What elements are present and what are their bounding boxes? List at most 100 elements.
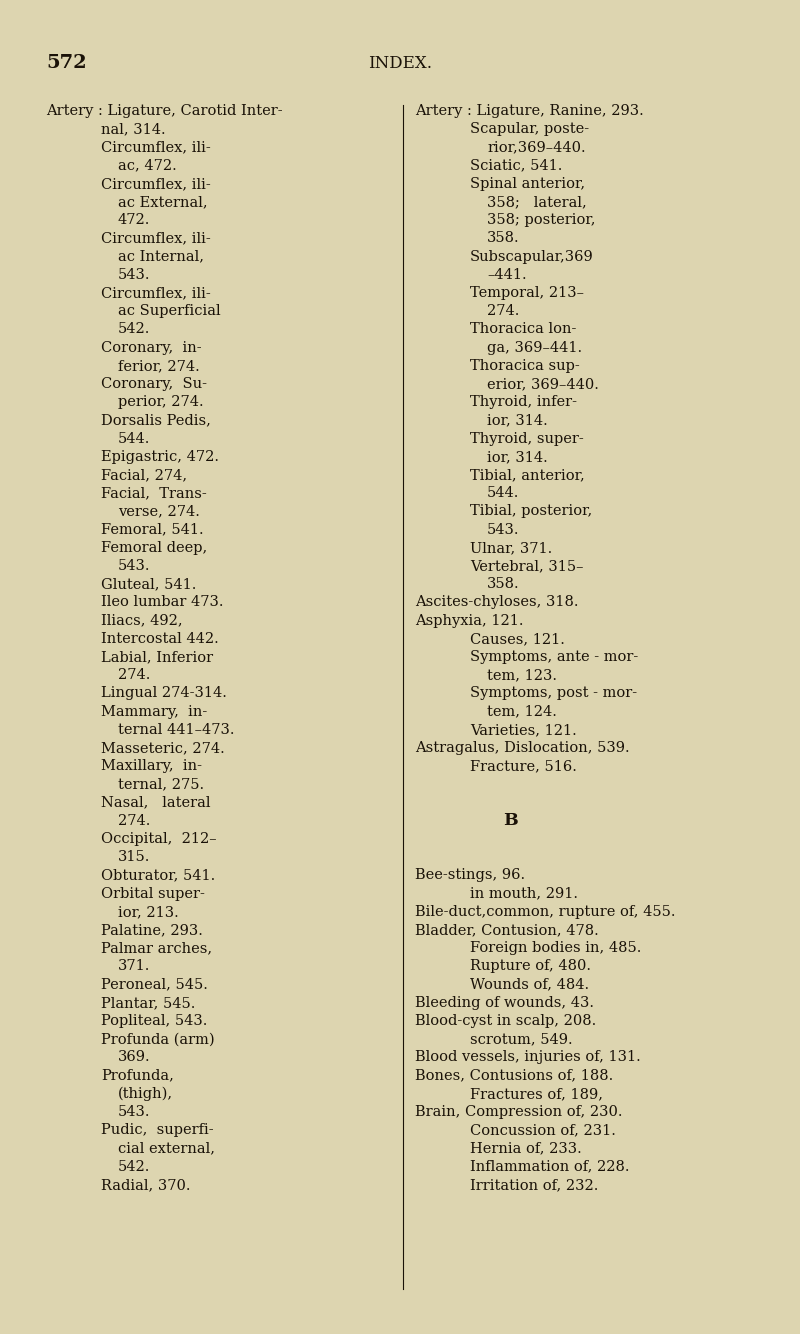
Text: ior, 314.: ior, 314. [487, 414, 548, 427]
Text: 543.: 543. [118, 268, 150, 281]
Text: 542.: 542. [118, 323, 150, 336]
Text: 274.: 274. [487, 304, 519, 319]
Text: Lingual 274-314.: Lingual 274-314. [101, 687, 227, 700]
Text: 543.: 543. [118, 559, 150, 574]
Text: 572: 572 [46, 53, 86, 72]
Text: 274.: 274. [118, 668, 150, 682]
Text: Labial, Inferior: Labial, Inferior [101, 650, 213, 664]
Text: Orbital super-: Orbital super- [101, 887, 205, 900]
Text: Bile-duct,common, rupture of, 455.: Bile-duct,common, rupture of, 455. [415, 904, 675, 919]
Text: Spinal anterior,: Spinal anterior, [470, 177, 585, 191]
Text: ferior, 274.: ferior, 274. [118, 359, 200, 372]
Text: Temporal, 213–: Temporal, 213– [470, 285, 584, 300]
Text: tem, 123.: tem, 123. [487, 668, 557, 682]
Text: Circumflex, ili-: Circumflex, ili- [101, 285, 210, 300]
Text: ac External,: ac External, [118, 195, 208, 209]
Text: Maxillary,  in-: Maxillary, in- [101, 759, 202, 774]
Text: ternal, 275.: ternal, 275. [118, 778, 204, 791]
Text: 358.: 358. [487, 231, 520, 245]
Text: nal, 314.: nal, 314. [101, 123, 166, 136]
Text: ior, 213.: ior, 213. [118, 904, 178, 919]
Text: rior,369–440.: rior,369–440. [487, 140, 586, 155]
Text: Fracture, 516.: Fracture, 516. [470, 759, 577, 774]
Text: B: B [502, 812, 518, 828]
Text: Popliteal, 543.: Popliteal, 543. [101, 1014, 207, 1029]
Text: Tibial, anterior,: Tibial, anterior, [470, 468, 585, 482]
Text: Radial, 370.: Radial, 370. [101, 1178, 190, 1191]
Text: erior, 369–440.: erior, 369–440. [487, 378, 599, 391]
Text: 371.: 371. [118, 959, 150, 974]
Text: ior, 314.: ior, 314. [487, 450, 548, 464]
Text: Wounds of, 484.: Wounds of, 484. [470, 978, 589, 991]
Text: cial external,: cial external, [118, 1142, 215, 1155]
Text: Epigastric, 472.: Epigastric, 472. [101, 450, 219, 464]
Text: 472.: 472. [118, 213, 150, 227]
Text: 542.: 542. [118, 1159, 150, 1174]
Text: Femoral, 541.: Femoral, 541. [101, 523, 204, 536]
Text: Tibial, posterior,: Tibial, posterior, [470, 504, 592, 519]
Text: Peroneal, 545.: Peroneal, 545. [101, 978, 208, 991]
Text: Facial, 274,: Facial, 274, [101, 468, 187, 482]
Text: ga, 369–441.: ga, 369–441. [487, 340, 582, 355]
Text: Mammary,  in-: Mammary, in- [101, 704, 207, 719]
Text: INDEX.: INDEX. [368, 55, 432, 72]
Text: Vertebral, 315–: Vertebral, 315– [470, 559, 583, 574]
Text: 274.: 274. [118, 814, 150, 828]
Text: 315.: 315. [118, 850, 150, 864]
Text: tem, 124.: tem, 124. [487, 704, 557, 719]
Text: Circumflex, ili-: Circumflex, ili- [101, 177, 210, 191]
Text: Circumflex, ili-: Circumflex, ili- [101, 140, 210, 155]
Text: Bleeding of wounds, 43.: Bleeding of wounds, 43. [415, 995, 594, 1010]
Text: Irritation of, 232.: Irritation of, 232. [470, 1178, 598, 1191]
Text: Thyroid, infer-: Thyroid, infer- [470, 395, 577, 410]
Text: Nasal,   lateral: Nasal, lateral [101, 795, 210, 810]
Text: –441.: –441. [487, 268, 526, 281]
Text: Profunda,: Profunda, [101, 1069, 174, 1083]
Text: Asphyxia, 121.: Asphyxia, 121. [415, 614, 523, 627]
Text: Thoracica sup-: Thoracica sup- [470, 359, 580, 372]
Text: Gluteal, 541.: Gluteal, 541. [101, 578, 196, 591]
Text: Foreign bodies in, 485.: Foreign bodies in, 485. [470, 942, 642, 955]
Text: Pudic,  superfi-: Pudic, superfi- [101, 1123, 214, 1137]
Text: Artery : Ligature, Carotid Inter-: Artery : Ligature, Carotid Inter- [46, 104, 282, 117]
Text: 369.: 369. [118, 1050, 150, 1065]
Text: Femoral deep,: Femoral deep, [101, 540, 207, 555]
Text: 543.: 543. [487, 523, 519, 536]
Text: verse, 274.: verse, 274. [118, 504, 200, 519]
Text: Facial,  Trans-: Facial, Trans- [101, 486, 206, 500]
Text: Coronary,  in-: Coronary, in- [101, 340, 202, 355]
Text: Intercostal 442.: Intercostal 442. [101, 632, 218, 646]
Text: Profunda (arm): Profunda (arm) [101, 1033, 214, 1046]
Text: ac Superficial: ac Superficial [118, 304, 221, 319]
Text: Rupture of, 480.: Rupture of, 480. [470, 959, 591, 974]
Text: Blood-cyst in scalp, 208.: Blood-cyst in scalp, 208. [415, 1014, 596, 1029]
Text: Astragalus, Dislocation, 539.: Astragalus, Dislocation, 539. [415, 740, 630, 755]
Text: Plantar, 545.: Plantar, 545. [101, 995, 195, 1010]
Text: Symptoms, ante - mor-: Symptoms, ante - mor- [470, 650, 638, 664]
Text: Fractures of, 189,: Fractures of, 189, [470, 1087, 603, 1101]
Text: Hernia of, 233.: Hernia of, 233. [470, 1142, 582, 1155]
Text: ternal 441–473.: ternal 441–473. [118, 723, 234, 736]
Text: (thigh),: (thigh), [118, 1086, 173, 1101]
Text: 358.: 358. [487, 578, 520, 591]
Text: Causes, 121.: Causes, 121. [470, 632, 565, 646]
Text: 544.: 544. [487, 486, 519, 500]
Text: 358; posterior,: 358; posterior, [487, 213, 595, 227]
Text: Subscapular,369: Subscapular,369 [470, 249, 594, 264]
Text: Thoracica lon-: Thoracica lon- [470, 323, 576, 336]
Text: in mouth, 291.: in mouth, 291. [470, 887, 578, 900]
Text: Dorsalis Pedis,: Dorsalis Pedis, [101, 414, 211, 427]
Text: 544.: 544. [118, 432, 150, 446]
Text: Sciatic, 541.: Sciatic, 541. [470, 159, 562, 172]
Text: Obturator, 541.: Obturator, 541. [101, 868, 215, 882]
Text: ac Internal,: ac Internal, [118, 249, 204, 264]
Text: Bones, Contusions of, 188.: Bones, Contusions of, 188. [415, 1069, 614, 1083]
Text: Blood vessels, injuries of, 131.: Blood vessels, injuries of, 131. [415, 1050, 641, 1065]
Text: Inflammation of, 228.: Inflammation of, 228. [470, 1159, 630, 1174]
Text: Circumflex, ili-: Circumflex, ili- [101, 231, 210, 245]
Text: Concussion of, 231.: Concussion of, 231. [470, 1123, 616, 1137]
Text: scrotum, 549.: scrotum, 549. [470, 1033, 573, 1046]
Text: Brain, Compression of, 230.: Brain, Compression of, 230. [415, 1105, 622, 1119]
Text: Ulnar, 371.: Ulnar, 371. [470, 540, 552, 555]
Text: Occipital,  212–: Occipital, 212– [101, 832, 217, 846]
